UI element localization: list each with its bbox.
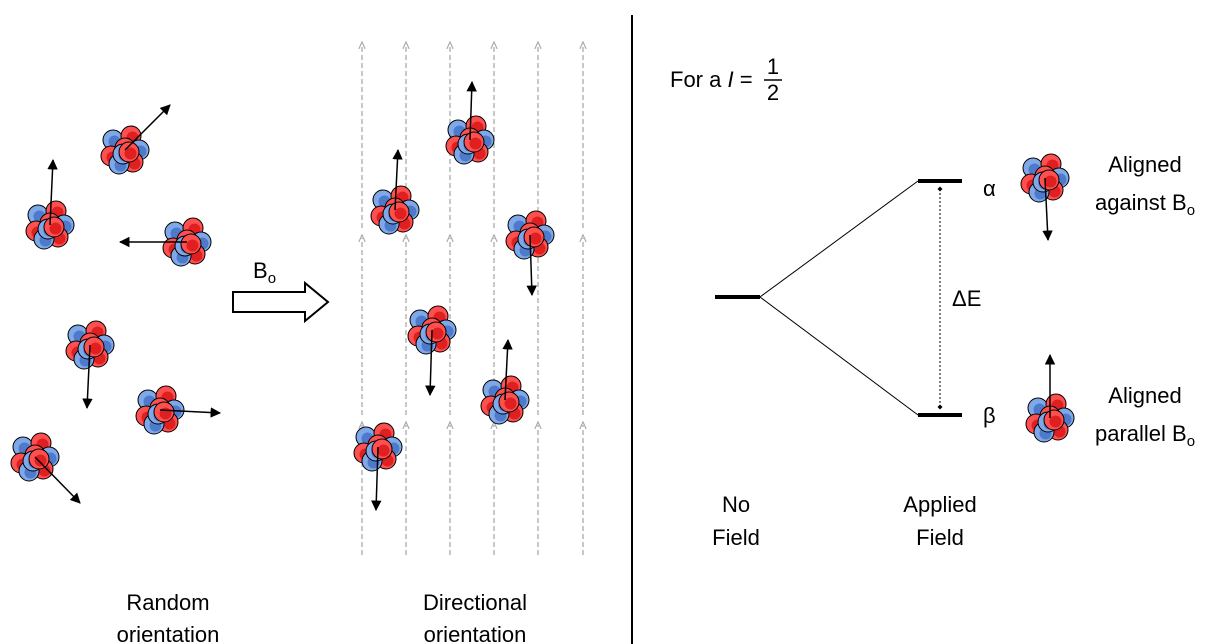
axis-label: Applied bbox=[903, 492, 976, 517]
state-label: Aligned bbox=[1108, 383, 1181, 408]
spin-arrow bbox=[35, 457, 80, 503]
panel-label: Random bbox=[126, 590, 209, 615]
nucleon-shade bbox=[395, 208, 407, 220]
state-text: against B bbox=[1095, 190, 1187, 215]
nucleon-shade bbox=[187, 240, 199, 252]
state-text: parallel B bbox=[1095, 421, 1187, 446]
layer bbox=[11, 45, 1074, 555]
nucleon-shade bbox=[50, 223, 62, 235]
connector bbox=[760, 297, 918, 415]
nucleon-shade bbox=[530, 233, 542, 245]
state-subscript: o bbox=[1187, 433, 1195, 450]
panel-label: orientation bbox=[117, 622, 220, 644]
spin-equals: = bbox=[740, 67, 753, 92]
axis-label: Field bbox=[916, 525, 964, 550]
level-label: α bbox=[983, 176, 996, 201]
axis-label: No bbox=[722, 492, 750, 517]
nucleon-shade bbox=[1050, 416, 1062, 428]
nucleon-shade bbox=[1045, 176, 1057, 188]
panel-label: orientation bbox=[424, 622, 527, 644]
axis-label: Field bbox=[712, 525, 760, 550]
panel-label: Directional bbox=[423, 590, 527, 615]
spin-variable: I bbox=[727, 67, 733, 92]
spin-prefix: For a bbox=[670, 67, 722, 92]
nucleon-shade bbox=[160, 408, 172, 420]
diagram: Bo Random orientation Directional orient… bbox=[0, 0, 1217, 644]
state-label: against Bo bbox=[1095, 190, 1195, 219]
denominator: 2 bbox=[767, 80, 779, 105]
connector bbox=[760, 181, 918, 297]
nucleon-shade bbox=[432, 328, 444, 340]
field-subscript: o bbox=[268, 270, 276, 287]
field-label: Bo bbox=[253, 258, 276, 287]
numerator: 1 bbox=[767, 54, 779, 79]
nucleon-shade bbox=[470, 138, 482, 150]
field-arrow bbox=[233, 283, 328, 321]
nucleon-shade bbox=[35, 455, 47, 467]
nucleon-shade bbox=[90, 343, 102, 355]
state-subscript: o bbox=[1187, 202, 1195, 219]
state-label: parallel Bo bbox=[1095, 421, 1195, 450]
level-label: β bbox=[983, 403, 996, 428]
state-label: Aligned bbox=[1108, 152, 1181, 177]
field-symbol: B bbox=[253, 258, 268, 283]
nucleon-shade bbox=[378, 445, 390, 457]
nucleon-shade bbox=[505, 398, 517, 410]
spin-label: For a I = bbox=[670, 67, 753, 92]
gap-label: ΔE bbox=[952, 286, 981, 311]
